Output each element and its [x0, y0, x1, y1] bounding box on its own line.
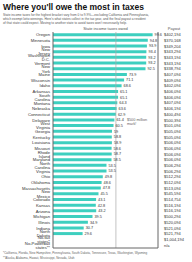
svg-text:Maine: Maine: [39, 72, 51, 77]
svg-text:$406,094: $406,094: [164, 89, 181, 94]
svg-text:Idaho: Idaho: [40, 83, 51, 88]
svg-text:Connecticut: Connecticut: [28, 112, 51, 117]
svg-text:$506,094: $506,094: [164, 140, 181, 145]
svg-text:58.8: 58.8: [114, 135, 121, 139]
svg-text:59: 59: [114, 130, 118, 134]
svg-text:Kansas: Kansas: [36, 203, 50, 208]
svg-text:$1,004,194: $1,004,194: [164, 237, 184, 242]
svg-text:$501,094: $501,094: [164, 123, 181, 128]
svg-text:42.8: 42.8: [98, 204, 105, 208]
svg-text:53.5: 53.5: [109, 164, 116, 168]
svg-text:$500 millionmark!: $500 millionmark!: [127, 118, 147, 127]
svg-text:No-Powerballstates**: No-Powerballstates**: [25, 241, 51, 250]
svg-text:$521,094: $521,094: [164, 226, 181, 231]
svg-text:$505,094: $505,094: [164, 135, 181, 140]
svg-text:71.1: 71.1: [126, 78, 133, 82]
svg-text:$343,294: $343,294: [164, 49, 181, 54]
svg-text:64.3: 64.3: [119, 101, 126, 105]
svg-text:29.6: 29.6: [85, 232, 92, 236]
svg-text:49.8: 49.8: [105, 175, 112, 179]
svg-text:$500,394: $500,394: [164, 118, 181, 123]
svg-text:$514,754: $514,754: [164, 197, 181, 202]
svg-text:$506,094: $506,094: [164, 157, 181, 162]
svg-text:Oregon: Oregon: [36, 32, 51, 37]
svg-text:$500,294: $500,294: [164, 214, 181, 219]
svg-text:Georgia: Georgia: [35, 129, 51, 134]
svg-text:61.4: 61.4: [116, 118, 123, 122]
svg-text:$407,094: $407,094: [164, 100, 181, 105]
svg-text:$520,094: $520,094: [164, 220, 181, 225]
svg-text:$400,494: $400,494: [164, 112, 181, 117]
svg-text:$409,094: $409,094: [164, 78, 181, 83]
svg-text:73.9: 73.9: [129, 73, 136, 77]
svg-text:Nebraska: Nebraska: [32, 106, 51, 111]
svg-text:Arizona: Arizona: [36, 209, 51, 214]
svg-text:n/a: n/a: [164, 243, 170, 248]
svg-text:$402,094: $402,094: [164, 83, 181, 88]
svg-text:63.6: 63.6: [119, 107, 126, 111]
svg-text:$343,194: $343,194: [164, 61, 181, 66]
svg-text:93.4: 93.4: [148, 50, 155, 54]
svg-text:45.5: 45.5: [101, 192, 108, 196]
svg-text:$513,094: $513,094: [164, 186, 181, 191]
svg-text:65.1: 65.1: [120, 96, 127, 100]
svg-text:$406,094: $406,094: [164, 95, 181, 100]
svg-text:Michigan: Michigan: [33, 214, 50, 219]
svg-text:65.1: 65.1: [120, 90, 127, 94]
svg-text:99.6: 99.6: [155, 33, 162, 37]
svg-text:Kentucky: Kentucky: [33, 135, 51, 140]
svg-text:$506,094: $506,094: [164, 152, 181, 157]
svg-text:Louisiana: Louisiana: [32, 140, 51, 145]
svg-text:$402,194: $402,194: [164, 32, 181, 37]
svg-text:62.9: 62.9: [118, 113, 125, 117]
svg-text:68.6: 68.6: [124, 84, 131, 88]
svg-text:$505,094: $505,094: [164, 129, 181, 134]
svg-text:30.7: 30.7: [86, 226, 93, 230]
svg-text:58.7: 58.7: [114, 152, 121, 156]
svg-text:93.2: 93.2: [148, 56, 155, 60]
svg-text:92.5: 92.5: [148, 67, 155, 71]
svg-text:Ohio: Ohio: [41, 174, 51, 179]
svg-text:$370,168: $370,168: [164, 38, 181, 43]
svg-text:$516,194: $516,194: [164, 203, 181, 208]
svg-text:Colorado: Colorado: [33, 197, 51, 202]
svg-text:34.9: 34.9: [90, 221, 97, 225]
svg-text:$406,194: $406,194: [164, 106, 181, 111]
svg-text:93.2: 93.2: [148, 61, 155, 65]
svg-text:53.5: 53.5: [109, 169, 116, 173]
svg-text:$407,094: $407,094: [164, 72, 181, 77]
svg-text:58.6: 58.6: [114, 147, 121, 151]
svg-text:$521,794: $521,794: [164, 231, 181, 236]
svg-text:94.8: 94.8: [150, 39, 157, 43]
svg-text:58.5: 58.5: [114, 158, 121, 162]
svg-text:39.5: 39.5: [95, 215, 102, 219]
svg-text:43.1: 43.1: [98, 198, 105, 202]
svg-text:60.5: 60.5: [116, 124, 123, 128]
svg-text:Minnesota: Minnesota: [31, 38, 51, 43]
svg-text:$506,094: $506,094: [164, 146, 181, 151]
svg-text:$516,194: $516,194: [164, 208, 181, 213]
svg-text:Oklahoma: Oklahoma: [31, 180, 51, 185]
svg-text:93.9: 93.9: [149, 44, 156, 48]
svg-text:Illinois: Illinois: [38, 220, 50, 225]
svg-text:Montana: Montana: [34, 101, 51, 106]
svg-text:Wisconsin: Wisconsin: [31, 78, 51, 83]
svg-text:Virginia: Virginia: [36, 169, 51, 174]
svg-text:$512,294: $512,294: [164, 174, 181, 179]
svg-text:48.6: 48.6: [104, 181, 111, 185]
svg-text:43.2: 43.2: [98, 209, 105, 213]
svg-text:$506,294: $506,294: [164, 163, 181, 168]
svg-text:$338,794: $338,794: [164, 66, 181, 71]
svg-text:47.8: 47.8: [103, 186, 110, 190]
svg-text:$343,194: $343,194: [164, 55, 181, 60]
svg-text:58.9: 58.9: [114, 141, 121, 145]
svg-text:$506,294: $506,294: [164, 169, 181, 174]
svg-text:$349,204: $349,204: [164, 44, 181, 49]
svg-text:$512,094: $512,094: [164, 180, 181, 185]
svg-text:$545,594: $545,594: [164, 191, 181, 196]
